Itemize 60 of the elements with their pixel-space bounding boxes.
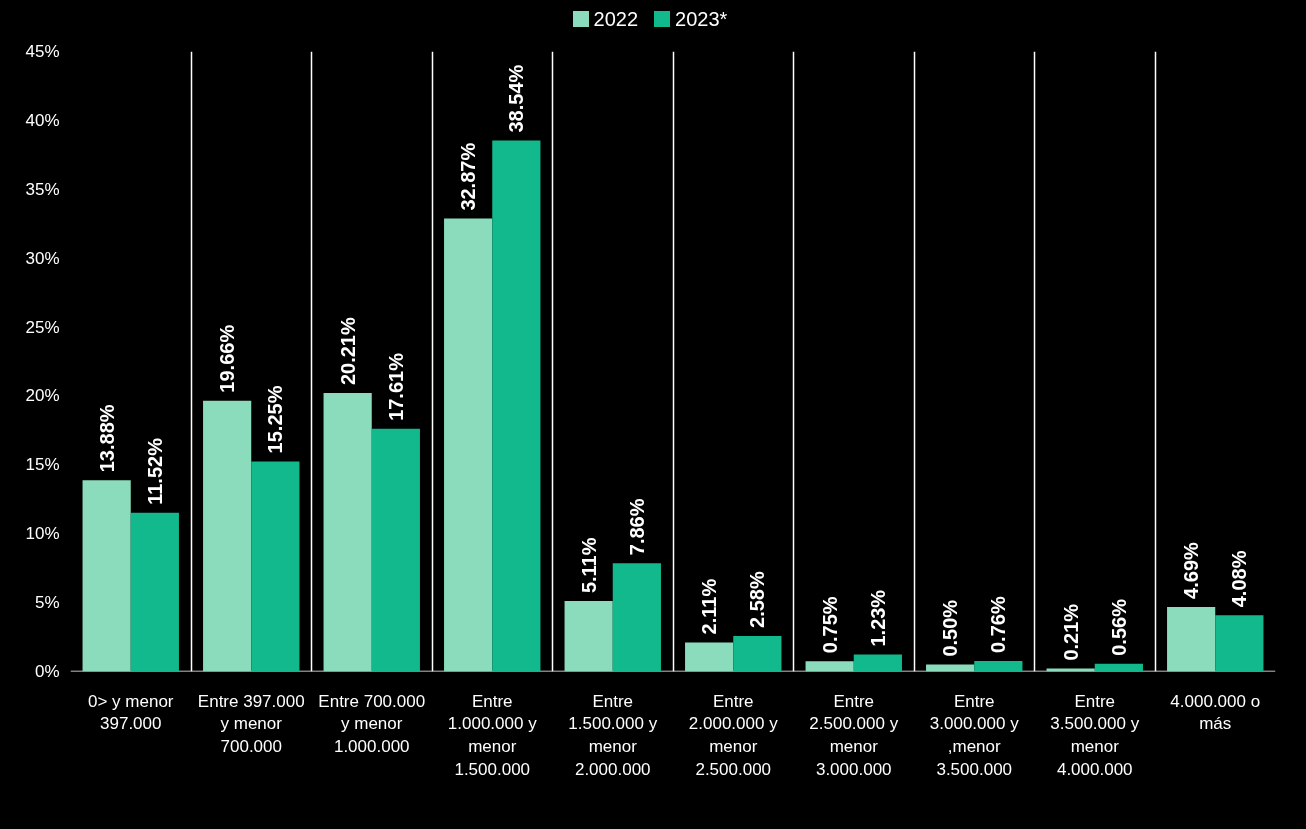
bar bbox=[1094, 663, 1143, 672]
data-label: 0.21% bbox=[1059, 603, 1082, 661]
y-tick-label: 40% bbox=[25, 110, 60, 130]
data-label: 13.88% bbox=[95, 403, 118, 472]
bar bbox=[612, 562, 661, 672]
bar bbox=[82, 479, 131, 672]
data-label: 19.66% bbox=[216, 324, 239, 393]
data-label: 20.21% bbox=[336, 316, 359, 385]
bar bbox=[564, 600, 613, 672]
x-tick-label: 0> y menor 397.000 bbox=[87, 691, 174, 733]
data-label: 4.69% bbox=[1180, 541, 1203, 599]
bar bbox=[853, 654, 902, 672]
data-label: 7.86% bbox=[625, 497, 648, 555]
bar bbox=[492, 140, 541, 672]
x-tick-label: Entre 3.000.000 y ,menor 3.500.000 bbox=[929, 691, 1020, 779]
data-label: 17.61% bbox=[384, 352, 407, 421]
y-tick-label: 25% bbox=[25, 317, 60, 337]
data-label: 0.56% bbox=[1107, 598, 1130, 656]
y-tick-label: 30% bbox=[25, 248, 60, 268]
y-tick-label: 45% bbox=[25, 41, 60, 61]
bar bbox=[1215, 614, 1264, 672]
x-tick-label: Entre 1.500.000 y menor 2.000.000 bbox=[568, 691, 658, 779]
x-tick-label: Entre 397.000 y menor 700.000 bbox=[197, 691, 305, 756]
legend-label: 2022 bbox=[593, 7, 639, 32]
bar bbox=[805, 660, 854, 672]
data-label: 15.25% bbox=[264, 384, 287, 453]
data-label: 11.52% bbox=[143, 437, 166, 505]
data-label: 4.08% bbox=[1228, 549, 1251, 607]
bar bbox=[251, 460, 300, 672]
bar bbox=[685, 641, 734, 672]
data-label: 0.50% bbox=[939, 599, 962, 657]
data-label: 38.54% bbox=[505, 64, 528, 133]
x-tick-label: Entre 3.500.000 y menor 4.000.000 bbox=[1050, 691, 1140, 779]
bar bbox=[1167, 606, 1216, 672]
x-tick-label: Entre 700.000 y menor 1.000.000 bbox=[318, 691, 426, 756]
bar bbox=[203, 400, 252, 672]
y-tick-label: 5% bbox=[34, 592, 60, 612]
legend-label: 2023* bbox=[675, 7, 728, 32]
x-tick-label: Entre 2.000.000 y menor 2.500.000 bbox=[688, 691, 779, 779]
data-label: 0.76% bbox=[987, 595, 1010, 653]
data-label: 0.75% bbox=[818, 595, 841, 653]
x-tick-label: Entre 1.000.000 y menor 1.500.000 bbox=[447, 691, 538, 779]
bar bbox=[323, 392, 372, 672]
bar bbox=[130, 512, 179, 672]
y-tick-label: 15% bbox=[25, 454, 60, 474]
y-tick-label: 35% bbox=[25, 179, 60, 199]
y-tick-label: 10% bbox=[25, 523, 60, 543]
bar bbox=[733, 635, 782, 672]
data-label: 2.11% bbox=[698, 578, 721, 634]
x-tick-label: 4.000.000 o más bbox=[1170, 691, 1261, 733]
bar bbox=[371, 428, 420, 672]
y-tick-label: 0% bbox=[34, 661, 60, 681]
x-tick-label: Entre 2.500.000 y menor 3.000.000 bbox=[809, 691, 899, 779]
data-label: 5.11% bbox=[577, 536, 600, 593]
data-label: 2.58% bbox=[746, 570, 769, 628]
bar bbox=[444, 218, 493, 672]
bar bbox=[974, 660, 1023, 672]
y-tick-label: 20% bbox=[25, 386, 60, 406]
data-label: 1.23% bbox=[866, 589, 889, 647]
data-label: 32.87% bbox=[457, 142, 480, 211]
